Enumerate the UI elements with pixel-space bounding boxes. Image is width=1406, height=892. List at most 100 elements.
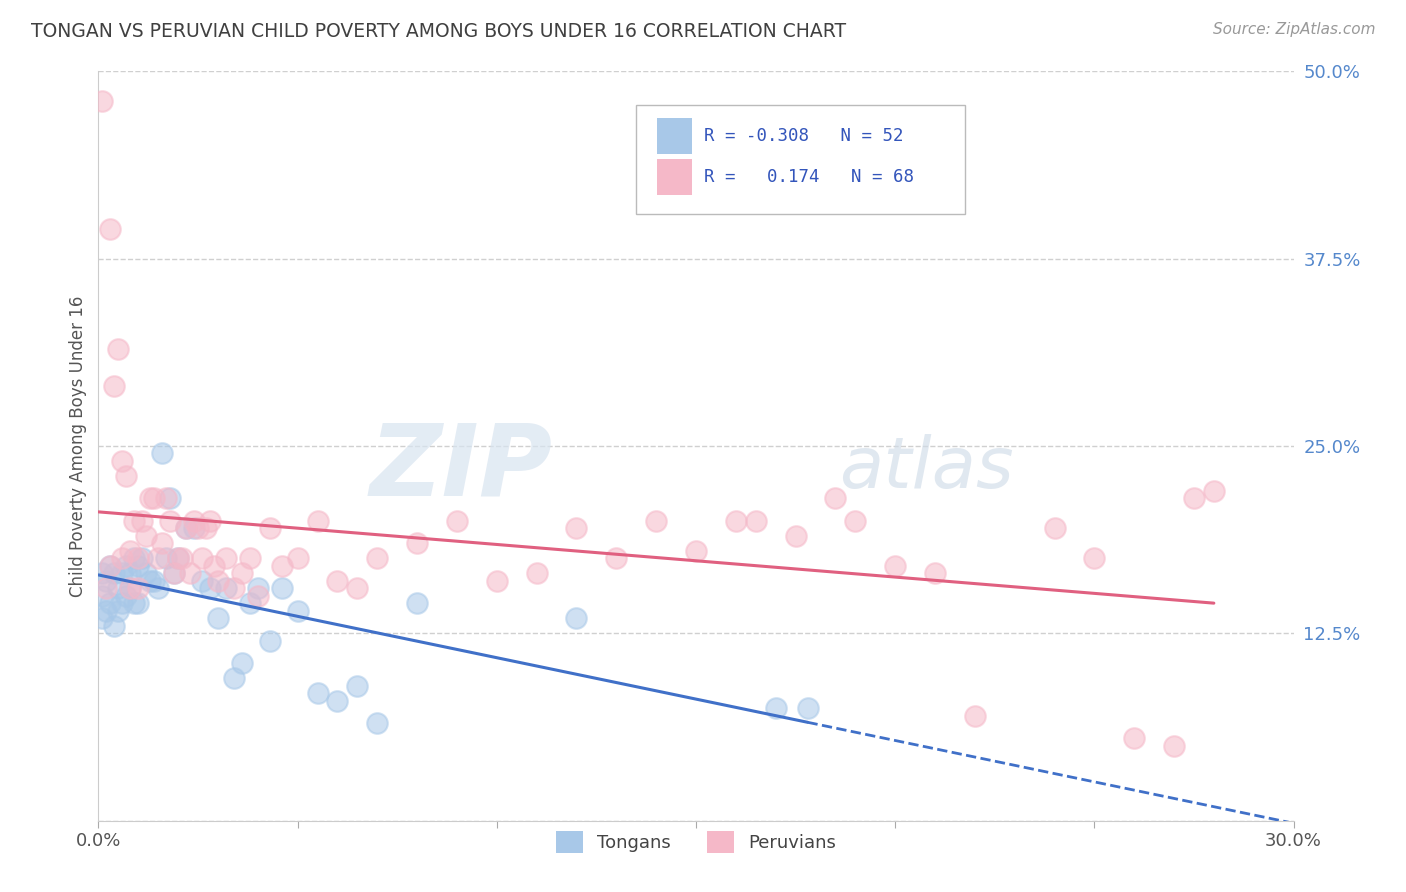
Point	[287, 604, 309, 618]
Point	[246, 582, 269, 596]
Point	[187, 521, 209, 535]
Point	[127, 582, 149, 596]
Point	[111, 596, 134, 610]
Point	[131, 514, 153, 528]
Point	[155, 551, 177, 566]
Point	[143, 574, 166, 588]
Point	[239, 551, 262, 566]
Point	[111, 454, 134, 468]
Point	[239, 596, 262, 610]
Point	[231, 566, 253, 581]
Point	[111, 551, 134, 566]
Point	[103, 619, 125, 633]
Point	[645, 514, 668, 528]
Point	[1202, 483, 1225, 498]
Point	[745, 514, 768, 528]
Text: R =   0.174   N = 68: R = 0.174 N = 68	[704, 168, 914, 186]
Point	[179, 566, 201, 581]
Point	[143, 491, 166, 506]
Point	[174, 521, 197, 535]
Point	[1083, 551, 1105, 566]
Point	[127, 551, 149, 566]
Point	[115, 589, 138, 603]
Point	[1163, 739, 1185, 753]
Point	[231, 657, 253, 671]
Point	[148, 551, 170, 566]
Point	[346, 582, 368, 596]
Text: Source: ZipAtlas.com: Source: ZipAtlas.com	[1212, 22, 1375, 37]
Point	[91, 611, 114, 625]
Point	[785, 529, 807, 543]
Point	[526, 566, 548, 581]
Point	[605, 551, 627, 566]
Point	[150, 446, 173, 460]
Point	[127, 558, 149, 573]
Point	[96, 582, 118, 596]
Y-axis label: Child Poverty Among Boys Under 16: Child Poverty Among Boys Under 16	[69, 295, 87, 597]
Point	[724, 514, 747, 528]
Point	[215, 582, 238, 596]
Point	[765, 701, 787, 715]
Point	[259, 633, 281, 648]
Text: ZIP: ZIP	[370, 420, 553, 517]
Point	[139, 491, 162, 506]
Point	[796, 701, 818, 715]
Point	[96, 574, 118, 588]
Point	[287, 551, 309, 566]
Point	[163, 566, 186, 581]
Point	[207, 574, 229, 588]
Point	[155, 491, 177, 506]
Point	[207, 611, 229, 625]
Point	[222, 671, 245, 685]
Point	[150, 536, 173, 550]
Point	[246, 589, 269, 603]
Point	[120, 582, 142, 596]
Point	[148, 582, 170, 596]
Point	[565, 521, 588, 535]
Point	[115, 558, 138, 573]
Point	[844, 514, 866, 528]
Point	[307, 514, 329, 528]
Point	[120, 566, 142, 581]
Point	[107, 582, 129, 596]
Point	[366, 551, 388, 566]
Point	[924, 566, 946, 581]
Point	[135, 529, 157, 543]
Point	[98, 558, 122, 573]
Point	[183, 514, 205, 528]
Point	[98, 221, 122, 235]
Point	[174, 521, 197, 535]
Point	[159, 514, 181, 528]
Text: TONGAN VS PERUVIAN CHILD POVERTY AMONG BOYS UNDER 16 CORRELATION CHART: TONGAN VS PERUVIAN CHILD POVERTY AMONG B…	[31, 22, 846, 41]
Bar	[657, 118, 692, 153]
Point	[127, 596, 149, 610]
Point	[824, 491, 846, 506]
Point	[91, 589, 114, 603]
Point	[91, 566, 114, 581]
Point	[172, 551, 194, 566]
Point	[120, 582, 142, 596]
Point	[124, 596, 146, 610]
Point	[215, 551, 238, 566]
Point	[270, 582, 292, 596]
Point	[107, 604, 129, 618]
Point	[485, 574, 508, 588]
Point	[131, 551, 153, 566]
Point	[963, 708, 986, 723]
Point	[1123, 731, 1146, 746]
Text: atlas: atlas	[839, 434, 1014, 503]
Point	[326, 574, 349, 588]
Point	[685, 544, 707, 558]
Point	[167, 551, 190, 566]
Point	[115, 469, 138, 483]
Point	[1182, 491, 1205, 506]
Point	[103, 379, 125, 393]
Point	[195, 521, 218, 535]
Point	[884, 558, 907, 573]
Point	[191, 574, 214, 588]
Point	[96, 604, 118, 618]
Point	[163, 566, 186, 581]
Bar	[657, 159, 692, 195]
Point	[124, 551, 146, 566]
Point	[366, 716, 388, 731]
